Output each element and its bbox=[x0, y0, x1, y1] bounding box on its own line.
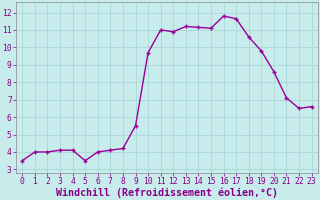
X-axis label: Windchill (Refroidissement éolien,°C): Windchill (Refroidissement éolien,°C) bbox=[56, 187, 278, 198]
